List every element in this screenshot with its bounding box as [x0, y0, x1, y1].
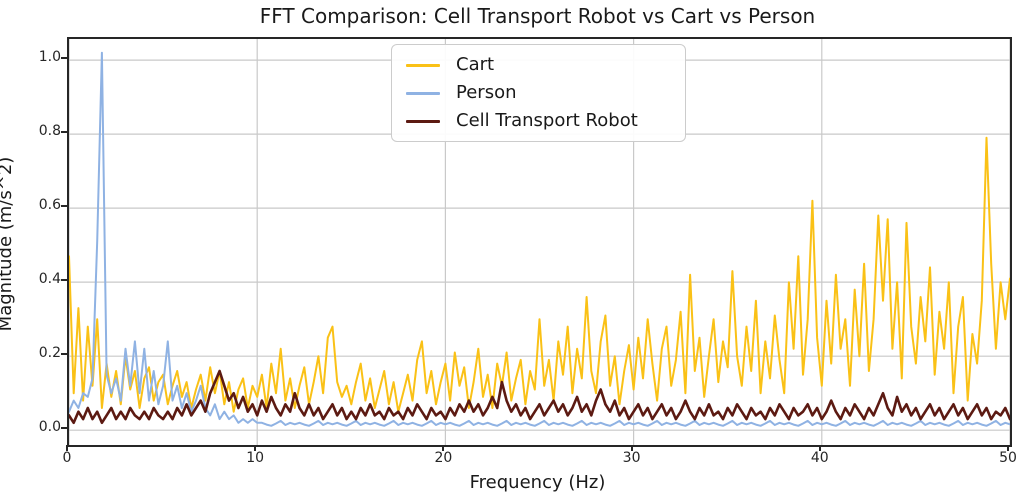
- y-tick-label: 0.8: [38, 123, 61, 140]
- y-tick-mark: [61, 205, 67, 208]
- x-tick-label: 50: [999, 450, 1017, 466]
- series-line-cell-transport-robot: [69, 369, 1010, 425]
- legend: Cart Person Cell Transport Robot: [391, 44, 686, 142]
- x-tick-label: 40: [810, 450, 829, 466]
- series-line-person: [69, 51, 1010, 427]
- legend-label-cart: Cart: [456, 54, 495, 75]
- y-tick-mark: [61, 353, 67, 356]
- y-tick-label: 1.0: [38, 49, 61, 66]
- legend-entry-cart: Cart: [406, 52, 685, 78]
- x-tick-mark: [630, 445, 633, 451]
- x-tick-label: 0: [62, 450, 72, 466]
- legend-label-person: Person: [456, 82, 517, 103]
- person-line-swatch: [406, 91, 440, 95]
- robot-line-swatch: [406, 119, 440, 123]
- y-tick-mark: [61, 427, 67, 430]
- series-line-cart: [69, 136, 1010, 413]
- y-tick-label: 0.2: [38, 345, 61, 362]
- x-tick-label: 20: [434, 450, 453, 466]
- x-tick-mark: [818, 445, 821, 451]
- legend-entry-person: Person: [406, 80, 685, 106]
- y-axis-label: Magnitude (m/s^2): [0, 156, 16, 332]
- x-tick-mark: [1007, 445, 1009, 451]
- cart-line-swatch: [406, 63, 440, 67]
- y-tick-label: 0.4: [38, 271, 61, 288]
- y-tick-label: 0.6: [38, 197, 61, 214]
- x-tick-label: 10: [246, 450, 265, 466]
- legend-entry-robot: Cell Transport Robot: [406, 108, 685, 134]
- x-tick-mark: [66, 445, 68, 451]
- x-tick-mark: [254, 445, 257, 451]
- chart-title: FFT Comparison: Cell Transport Robot vs …: [259, 4, 816, 28]
- y-tick-mark: [61, 131, 67, 134]
- y-tick-mark: [61, 57, 67, 60]
- x-tick-label: 30: [622, 450, 641, 466]
- x-axis-label: Frequency (Hz): [469, 472, 606, 493]
- legend-label-robot: Cell Transport Robot: [456, 110, 638, 131]
- y-tick-mark: [61, 279, 67, 282]
- x-tick-mark: [442, 445, 445, 451]
- y-tick-label: 0.0: [38, 419, 61, 436]
